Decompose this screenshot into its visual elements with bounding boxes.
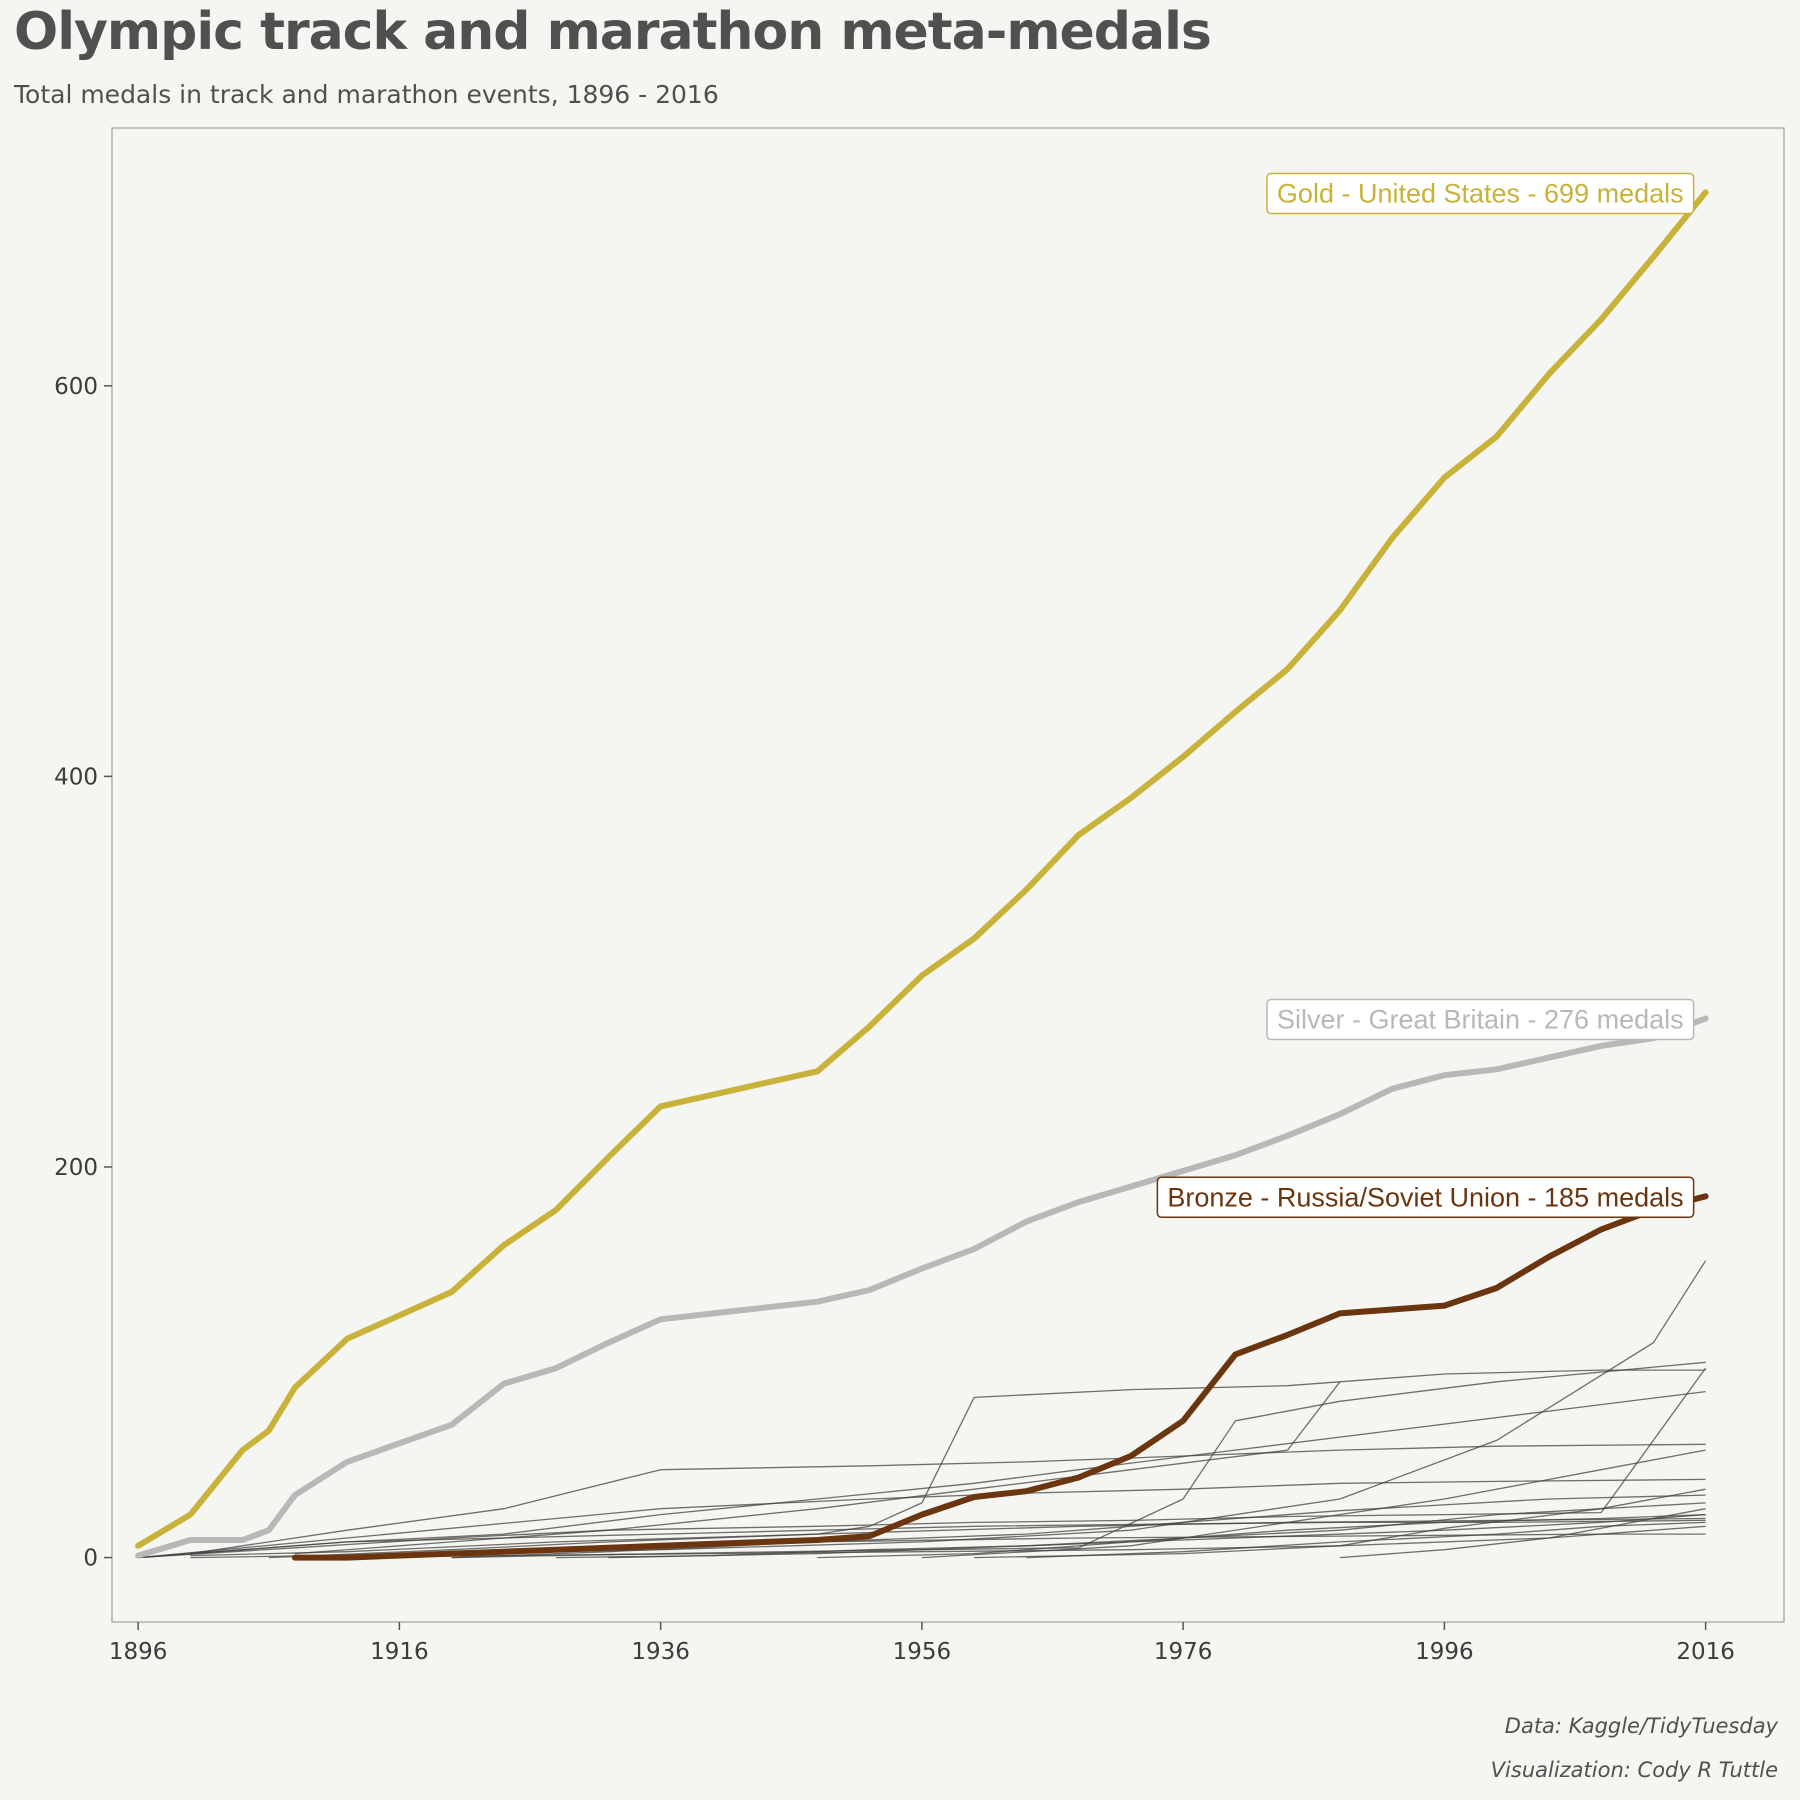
- other-country-line: [608, 1513, 1706, 1559]
- silver-annotation: Silver - Great Britain - 276 medals: [1266, 998, 1695, 1041]
- other-country-line: [138, 1478, 1706, 1559]
- other-country-line: [138, 1390, 1706, 1559]
- gold-series-line: [135, 189, 1709, 1549]
- visualization-credit: Visualization: Cody R Tuttle: [1490, 1758, 1778, 1782]
- other-country-line: [294, 1525, 1706, 1559]
- x-tick-label: 1956: [893, 1639, 952, 1665]
- chart-title: Olympic track and marathon meta-medals: [14, 2, 1212, 62]
- y-tick-label: 600: [54, 374, 98, 400]
- silver-annotation-label: Silver - Great Britain - 276 medals: [1277, 1005, 1684, 1035]
- x-tick-label: 1996: [1415, 1639, 1474, 1665]
- other-country-line: [451, 1361, 1706, 1559]
- other-country-line: [817, 1513, 1706, 1559]
- other-country-line: [974, 1488, 1706, 1559]
- bronze-series-line: [291, 1193, 1709, 1561]
- other-country-line: [268, 1369, 1706, 1559]
- y-tick-label: 400: [54, 764, 98, 790]
- plot-panel-border: [111, 127, 1785, 1623]
- other-country-line: [1026, 1521, 1706, 1559]
- other-country-line: [294, 1381, 1341, 1555]
- silver-series-line: [135, 1015, 1709, 1559]
- x-tick-label: 1896: [109, 1639, 168, 1665]
- series-annotations: Gold - United States - 699 medals Silver …: [1156, 172, 1695, 1219]
- other-country-line: [138, 1519, 1706, 1559]
- gold-annotation-box: [1266, 172, 1695, 215]
- other-country-line: [138, 1367, 1707, 1559]
- y-tick-label: 200: [54, 1155, 98, 1181]
- x-tick-label: 1916: [370, 1639, 429, 1665]
- gold-annotation: Gold - United States - 699 medals: [1266, 172, 1695, 215]
- x-tick-label: 1976: [1154, 1639, 1213, 1665]
- silver-annotation-box: [1266, 998, 1695, 1041]
- other-country-lines: [138, 1260, 1707, 1559]
- chart-subtitle: Total medals in track and marathon event…: [14, 80, 719, 109]
- other-country-line: [190, 1517, 1706, 1557]
- y-tick-label: 0: [83, 1546, 98, 1572]
- highlighted-lines: [135, 189, 1709, 1561]
- axes: 1896 1916 1936 1956 1976 1996 2016 0 200 400 600: [54, 127, 1785, 1665]
- other-country-line: [921, 1449, 1706, 1559]
- bronze-annotation: Bronze - Russia/Soviet Union - 185 medal…: [1156, 1176, 1695, 1219]
- other-country-line: [1339, 1508, 1706, 1559]
- x-tick-label: 2016: [1676, 1639, 1735, 1665]
- data-source-caption: Data: Kaggle/TidyTuesday: [1504, 1714, 1778, 1738]
- bronze-annotation-label: Bronze - Russia/Soviet Union - 185 medal…: [1167, 1182, 1683, 1212]
- bronze-annotation-box: [1156, 1176, 1695, 1219]
- other-country-line: [451, 1494, 1706, 1559]
- other-country-line: [190, 1443, 1706, 1555]
- gold-annotation-label: Gold - United States - 699 medals: [1277, 178, 1684, 208]
- x-tick-label: 1936: [631, 1639, 690, 1665]
